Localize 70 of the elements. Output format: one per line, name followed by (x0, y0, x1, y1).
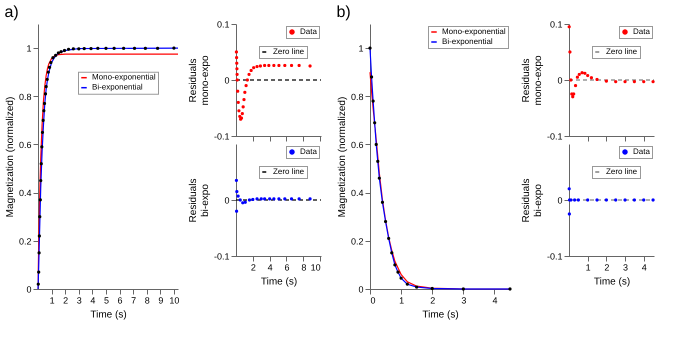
y-tick-label: 1 (26, 44, 32, 54)
x-tick-label: 2 (250, 262, 256, 272)
x-tick-label: 5 (104, 296, 109, 306)
y-tick-label: -0.1 (546, 132, 562, 142)
legend-label: Bi-exponential (442, 37, 493, 46)
y-tick-label: 0.6 (18, 140, 32, 150)
y-tick-label: 0 (358, 284, 364, 294)
y-tick-label: -0.1 (546, 252, 562, 262)
x-tick-label: 8 (144, 296, 150, 306)
x-tick-label: 4 (642, 262, 647, 272)
legend-label: Data (300, 147, 318, 156)
x-tick-label: 3 (76, 296, 82, 306)
legend-label: Zero line (606, 167, 638, 176)
x-tick-label: 4 (492, 296, 498, 306)
legend-label: Data (300, 27, 318, 36)
y-tick-label: 0.2 (350, 236, 364, 246)
y-axis-title: Magnetization (normalized) (336, 96, 348, 218)
y-tick-label: 0.1 (216, 20, 230, 30)
legend-label: Zero line (273, 47, 305, 56)
x-tick-label: 3 (461, 296, 466, 306)
x-tick-label: 6 (284, 262, 290, 272)
x-tick-label: 6 (118, 296, 123, 306)
legend-label: Data (633, 27, 650, 36)
y-tick-label: 0.8 (18, 92, 32, 102)
y-tick-label: 0.4 (350, 188, 364, 198)
x-axis-title: Time (s) (594, 276, 630, 288)
x-tick-label: 8 (301, 262, 306, 272)
legend-label: Zero line (273, 167, 305, 176)
x-tick-label: 1 (399, 296, 404, 306)
legend-label: Bi-exponential (92, 82, 143, 92)
legend-label: Data (633, 147, 650, 156)
x-axis-title: Time (s) (90, 310, 127, 320)
x-tick-label: 1 (586, 262, 591, 272)
y-tick-label: -0.1 (214, 132, 230, 142)
x-tick-label: 10 (169, 296, 180, 306)
x-tick-label: 1 (50, 296, 55, 306)
legend-label: Zero line (606, 47, 638, 56)
x-tick-label: 2 (604, 262, 610, 272)
x-tick-label: 10 (310, 262, 321, 272)
y-tick-label: 1 (358, 44, 364, 54)
x-tick-label: 4 (268, 262, 273, 272)
y-tick-label: -0.1 (214, 252, 230, 262)
x-tick-label: 2 (430, 296, 436, 306)
x-tick-label: 4 (90, 296, 96, 306)
chart-title: b) (336, 4, 351, 21)
y-tick-label: 0 (26, 284, 32, 294)
y-axis-title: Residuals bi-expo (520, 178, 544, 222)
legend-label: Mono-exponential (92, 72, 156, 82)
x-axis-title: Time (s) (422, 310, 459, 320)
y-tick-label: 0.6 (350, 140, 364, 150)
y-tick-label: 0.2 (18, 236, 32, 246)
y-tick-label: 0.4 (18, 188, 32, 198)
x-tick-label: 9 (158, 296, 164, 306)
legend-label: Mono-exponential (442, 27, 506, 36)
x-tick-label: 3 (623, 262, 628, 272)
chart-title: a) (4, 4, 19, 21)
y-tick-label: 0 (224, 76, 230, 86)
y-axis-title: Residuals bi-expo (188, 178, 211, 222)
y-tick-label: 0.1 (550, 20, 562, 30)
y-tick-label: 0.8 (350, 92, 364, 102)
y-tick-label: 0 (557, 196, 562, 206)
y-tick-label: 0 (224, 196, 230, 206)
x-tick-label: 2 (63, 296, 68, 306)
x-tick-label: 0 (370, 296, 376, 306)
y-axis-title: Residuals mono-expo (520, 55, 544, 106)
y-axis-title: Magnetization (normalized) (4, 96, 16, 218)
y-axis-title: Residuals mono-expo (188, 55, 211, 106)
x-axis-title: Time (s) (260, 276, 298, 288)
x-tick-label: 7 (131, 296, 136, 306)
y-tick-label: 0 (557, 76, 562, 86)
